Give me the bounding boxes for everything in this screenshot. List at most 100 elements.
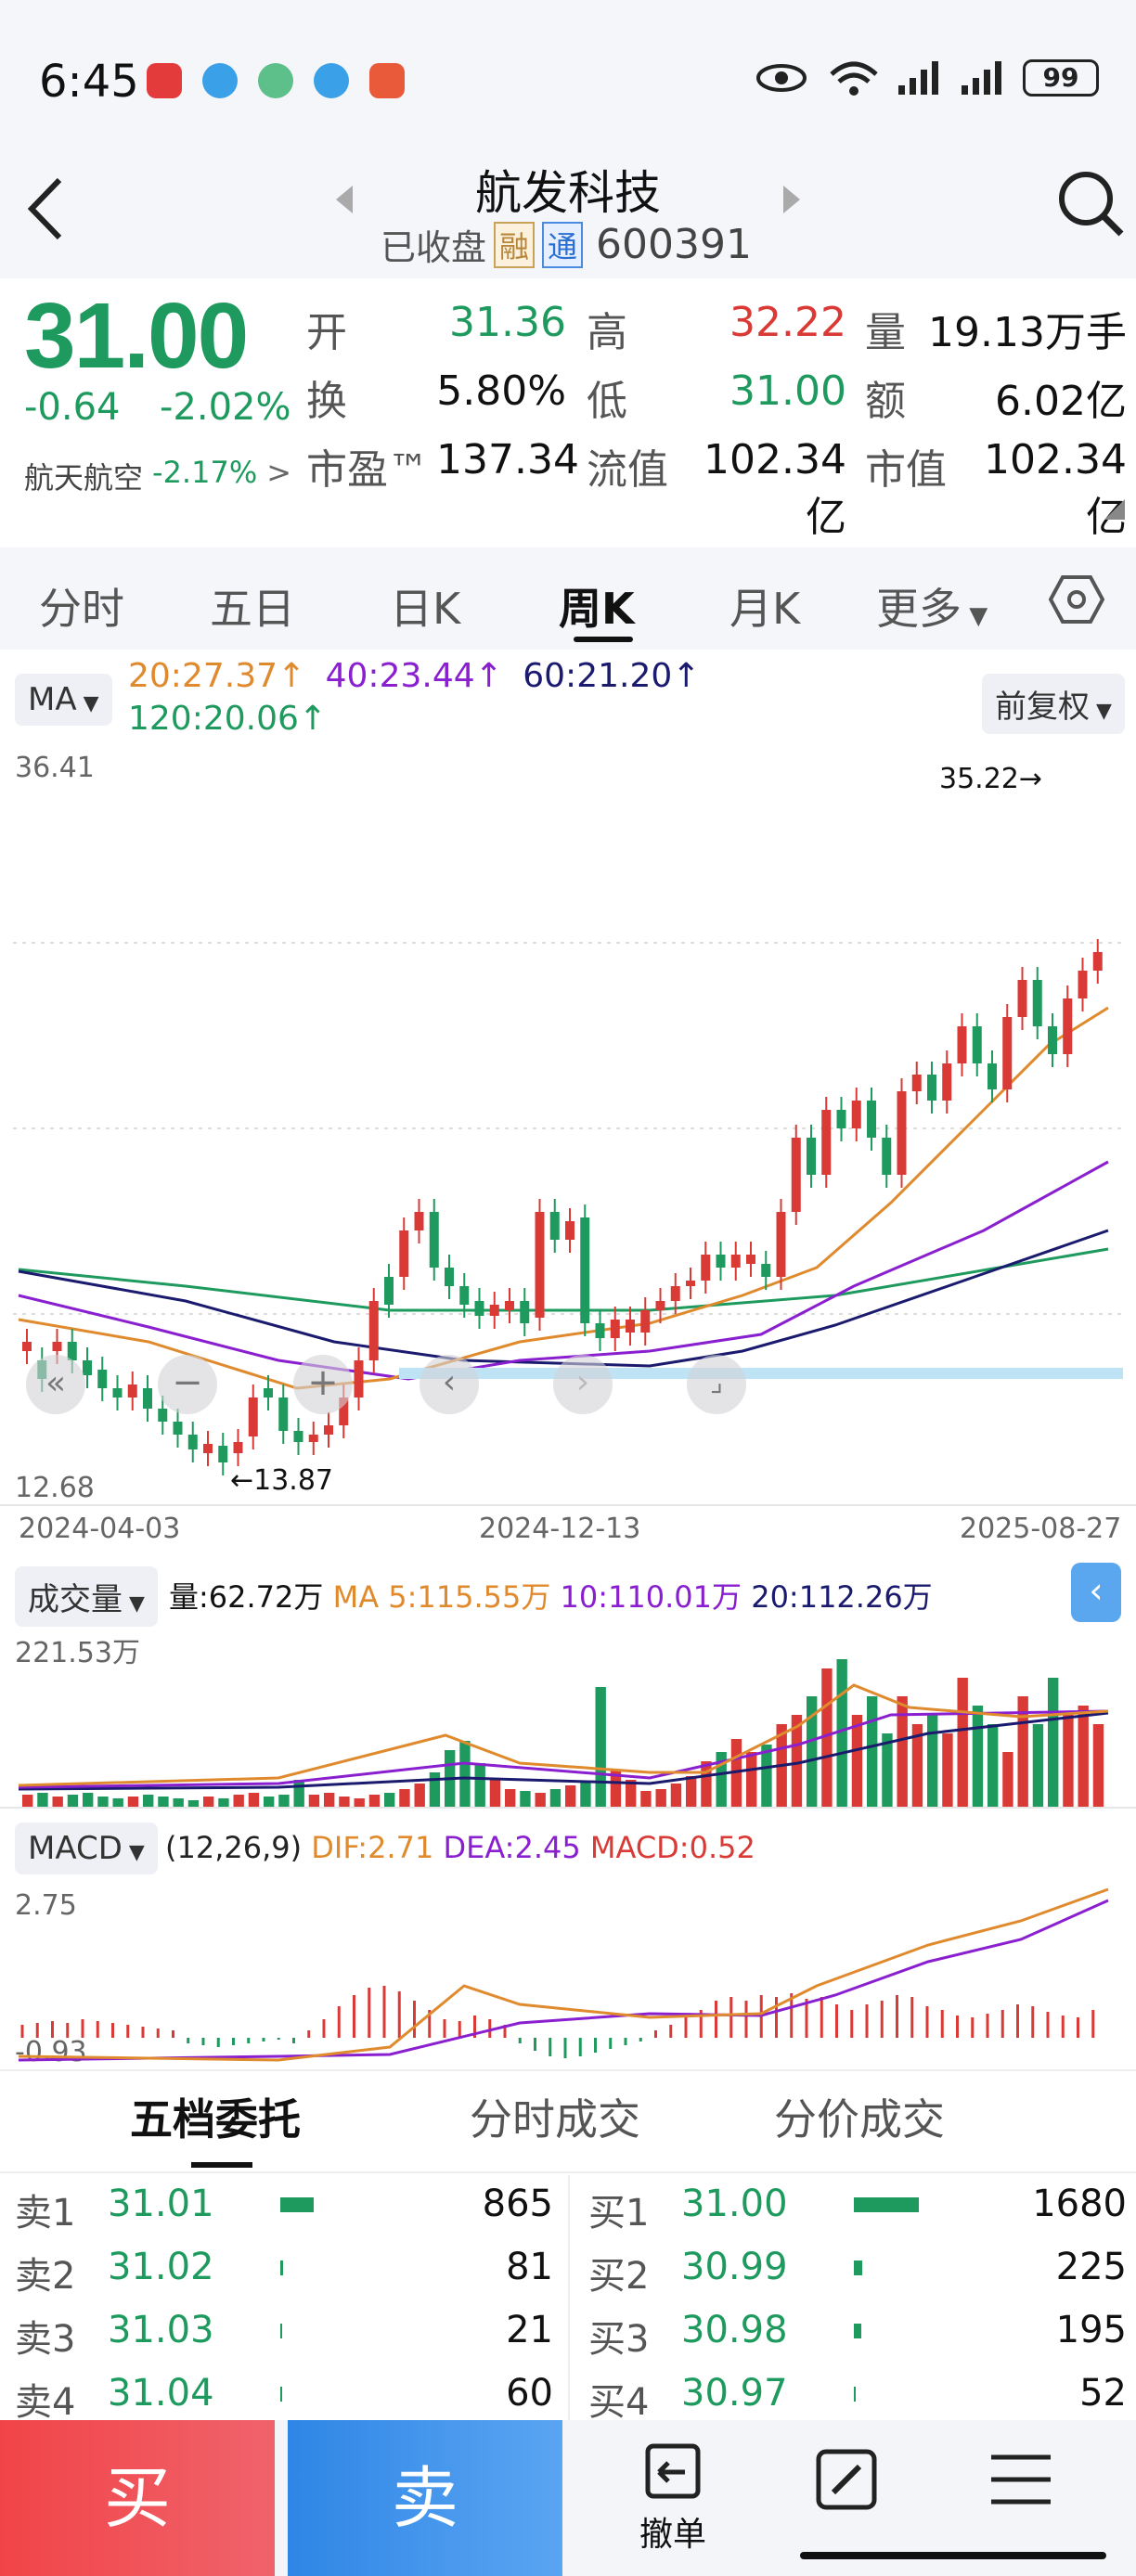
chart-prev-icon[interactable]: ‹ [420, 1355, 479, 1414]
ma60-up-icon: ↑ [672, 657, 701, 695]
ma40-up-icon: ↑ [474, 657, 503, 695]
volume-bar [339, 1797, 350, 1808]
volume-bar [927, 1715, 938, 1808]
sell-level-label: 卖4 [15, 2381, 76, 2424]
macd-y-bottom: -0.93 [15, 2036, 87, 2068]
sell-level-label: 卖1 [15, 2192, 76, 2235]
status-right-icons: 99 [755, 58, 1099, 98]
candle-body [972, 1026, 982, 1063]
tab-five-day[interactable]: 五日 [210, 584, 295, 634]
tab-intraday[interactable]: 分时 [39, 584, 124, 634]
macd-y-top: 2.75 [15, 1889, 77, 1922]
candle-body [293, 1431, 303, 1442]
buy-button[interactable]: 买 [0, 2420, 275, 2576]
connect-badge: 通 [542, 221, 584, 268]
menu-icon[interactable] [988, 2450, 1054, 2509]
tab-weekly-k[interactable]: 周K [559, 584, 635, 634]
volume-selector-button[interactable]: 成交量 ▼ [15, 1566, 158, 1627]
date-start: 2024-04-03 [19, 1513, 181, 1545]
cancel-order-button[interactable]: 撤单 [613, 2439, 733, 2556]
volume-bar [1002, 1752, 1013, 1808]
volume-bar [716, 1752, 727, 1808]
ma120-legend: 120:20.06↑ [128, 700, 327, 738]
float-value: 102.34亿 [704, 436, 846, 541]
collapse-panel-icon[interactable]: ‹ [1071, 1563, 1121, 1622]
candle-body [324, 1425, 333, 1435]
wifi-icon [830, 61, 878, 96]
buy-level-label: 买4 [588, 2381, 650, 2424]
home-indicator[interactable] [800, 2552, 1106, 2559]
edit-icon[interactable] [813, 2446, 880, 2513]
ma120-up-icon: ↑ [298, 700, 328, 738]
candle-body [173, 1422, 183, 1435]
volume-bar [368, 1795, 381, 1808]
ma-selector-button[interactable]: MA ▼ [15, 674, 112, 726]
volume-bar [52, 1797, 63, 1808]
candle-body [1048, 1026, 1057, 1054]
volume-bar [640, 1791, 652, 1808]
volume-bar [218, 1798, 229, 1808]
volume-bar [97, 1797, 109, 1808]
tab-five-level[interactable]: 五档委托 [130, 2094, 301, 2145]
tab-daily-k[interactable]: 日K [390, 584, 461, 634]
candle-body [22, 1342, 32, 1351]
sector-link[interactable]: 航天航空 -2.17% > [24, 455, 291, 497]
tab-more[interactable]: 更多 ▼ [876, 575, 988, 637]
volume-bar [535, 1793, 546, 1808]
volume-ma20: 20:112.26万 [751, 1579, 933, 1615]
candle-body [776, 1212, 786, 1277]
volume-bar [1017, 1696, 1028, 1808]
float-label: 流值 [587, 446, 668, 494]
tab-price-trades[interactable]: 分价成交 [774, 2094, 945, 2145]
caret-down-icon: ▼ [962, 602, 988, 630]
adjust-selector-button[interactable]: 前复权 ▼ [982, 674, 1125, 734]
volume-bar [957, 1678, 968, 1808]
candle-body [1032, 980, 1042, 1026]
active-tab-underline [574, 637, 633, 642]
candle-body [640, 1310, 651, 1333]
kline-chart[interactable] [0, 748, 1136, 1583]
volume-bar [1063, 1715, 1074, 1808]
volume-bar [112, 1798, 123, 1808]
settings-hexagon-icon[interactable] [1049, 573, 1104, 625]
zoom-in-icon[interactable]: + [293, 1355, 353, 1414]
chart-reset-icon[interactable]: ⌟ [687, 1355, 746, 1414]
volume-bar [761, 1745, 772, 1808]
volume-bar [821, 1668, 833, 1808]
candle-body [112, 1388, 123, 1397]
candle-body [807, 1138, 816, 1175]
back-icon[interactable] [22, 174, 69, 243]
tab-monthly-k[interactable]: 月K [729, 584, 801, 634]
tab-tick-trades[interactable]: 分时成交 [470, 2094, 640, 2145]
zoom-out-icon[interactable]: − [158, 1355, 217, 1414]
current-price: 31.00 [24, 284, 249, 388]
chart-next-icon[interactable]: › [553, 1355, 613, 1414]
buy-qty-bar [854, 2197, 919, 2212]
macd-legend: (12,26,9) DIF:2.71 DEA:2.45 MACD:0.52 [165, 1830, 755, 1865]
prev-stock-icon[interactable] [332, 182, 356, 217]
ma20-value: 20:27.37 [128, 657, 278, 695]
candle-body [595, 1323, 605, 1338]
stock-name: 航发科技 [475, 166, 661, 220]
volume-bar [520, 1791, 531, 1808]
sell-button[interactable]: 卖 [288, 2420, 562, 2576]
chart-rewind-icon[interactable]: « [26, 1355, 85, 1414]
candle-body [1017, 980, 1027, 1017]
buy-price: 31.00 [681, 2183, 788, 2225]
candle-body [143, 1388, 152, 1409]
sell-price: 31.04 [108, 2372, 214, 2415]
volume-bar [807, 1696, 818, 1808]
candle-body [626, 1320, 635, 1333]
macd-params: (12,26,9) [165, 1830, 303, 1865]
market-status: 已收盘 [381, 227, 487, 268]
next-stock-icon[interactable] [780, 182, 804, 217]
sell-price: 31.03 [108, 2309, 214, 2351]
price-change-pct: -2.02% [160, 386, 291, 429]
volume-bar [549, 1789, 562, 1808]
turnover-value: 5.80% [436, 367, 566, 415]
macd-selector-button[interactable]: MACD ▼ [15, 1823, 158, 1874]
orderbook-tabs: 五档委托 分时成交 分价成交 [0, 2069, 1136, 2173]
volume-bar [278, 1795, 290, 1808]
expand-corner-icon[interactable] [1104, 499, 1125, 520]
search-icon[interactable] [1054, 167, 1125, 241]
